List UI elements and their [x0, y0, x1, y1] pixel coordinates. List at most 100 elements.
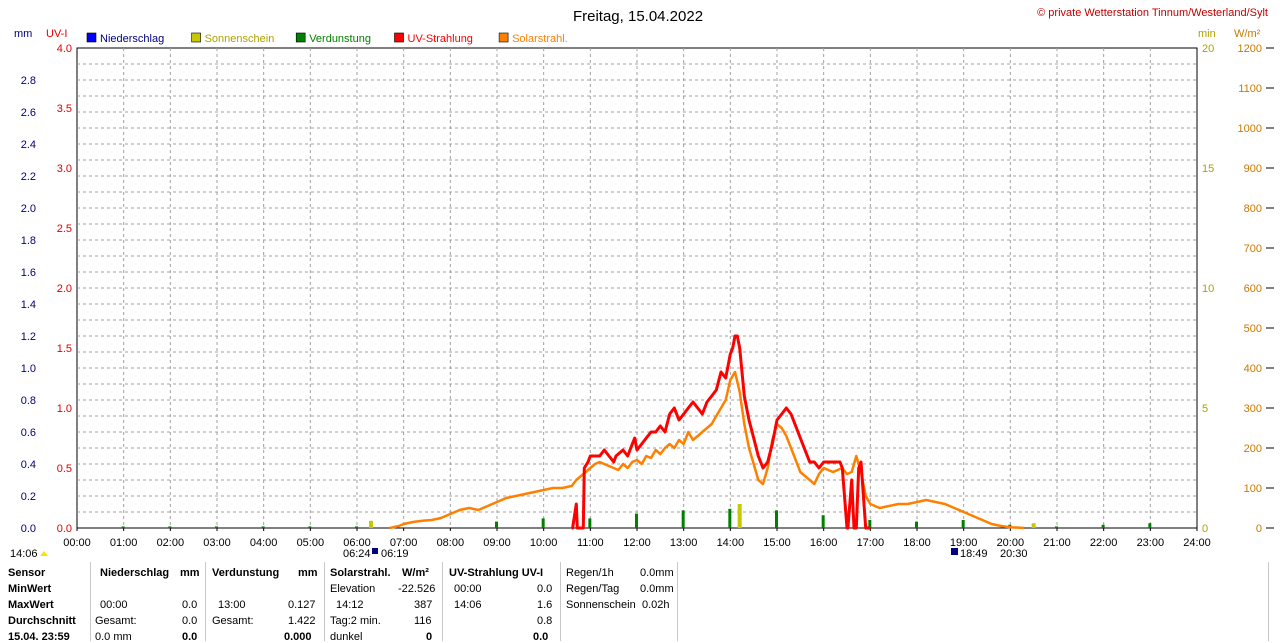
regentag-value: 0.0mm — [640, 583, 674, 595]
x-tick-label: 00:00 — [63, 537, 91, 549]
evaporation-bar — [168, 526, 172, 528]
mm-tick-label: 1.6 — [21, 267, 36, 279]
mm-tick-label: 1.4 — [21, 299, 36, 311]
nieder-day-label: 0.0 mm — [95, 631, 132, 643]
x-tick-label: 18:00 — [903, 537, 931, 549]
legend-label: Solarstrahl. — [512, 33, 568, 45]
evaporation-bar — [821, 515, 825, 528]
legend-swatch — [295, 32, 306, 43]
solar-max-value: 387 — [414, 599, 433, 611]
x-tick-label: 10:00 — [530, 537, 558, 549]
uv-tick-label: 4.0 — [57, 43, 72, 55]
evaporation-bar — [308, 526, 312, 528]
x-tick-label: 23:00 — [1137, 537, 1165, 549]
uv-header: UV-Strahlung UV-I — [449, 567, 544, 579]
mm-tick-label: 0.0 — [21, 523, 36, 535]
nieder-header: Niederschlag — [100, 567, 170, 579]
sunshine-bar — [1031, 523, 1036, 528]
evaporation-bar — [868, 520, 872, 528]
x-tick-label: 16:00 — [810, 537, 838, 549]
mm-tick-label: 0.2 — [21, 491, 36, 503]
sunshine-bar — [369, 520, 373, 528]
x-tick-label: 08:00 — [437, 537, 465, 549]
verd-header: Verdunstung — [212, 567, 280, 579]
uv-tick-label: 3.5 — [57, 103, 72, 115]
solar-day-value: 116 — [414, 615, 432, 627]
wm2-tick-label: 900 — [1244, 163, 1262, 175]
uv-tick-label: 2.5 — [57, 223, 72, 235]
regentag-label: Regen/Tag — [566, 583, 620, 595]
uv-line — [571, 334, 871, 530]
legend: Niederschlag Sonnenschein Verdunstung UV-St… — [86, 32, 568, 45]
uv-day-value: 0.0 — [533, 631, 549, 643]
uv-tick-label: 1.5 — [57, 343, 72, 355]
sonnenschein-value: 0.02h — [642, 599, 670, 611]
row-date: 15.04. 23:59 — [8, 631, 70, 643]
x-tick-label: 19:00 — [950, 537, 978, 549]
mm-tick-label: 2.6 — [21, 107, 36, 119]
nieder-unit: mm — [180, 567, 200, 579]
x-tick-label: 12:00 — [623, 537, 651, 549]
mm-tick-label: 1.2 — [21, 331, 36, 343]
dusk-label: 20:30 — [1000, 548, 1028, 560]
verd-day-value: 0.000 — [284, 631, 312, 643]
x-tick-label: 04:00 — [250, 537, 278, 549]
evaporation-bar — [261, 526, 265, 528]
nieder-max-value: 0.0 — [182, 599, 198, 611]
uv-avg-value: 0.8 — [537, 615, 553, 627]
legend-swatch — [394, 32, 404, 43]
x-tick-label: 01:00 — [110, 537, 138, 549]
uv-tick-label: 3.0 — [57, 163, 72, 175]
copyright-text: © private Wetterstation Tinnum/Westerlan… — [1037, 7, 1268, 19]
legend-swatch — [86, 32, 97, 43]
evaporation-bar — [961, 520, 965, 528]
nieder-total-label: Gesamt: — [95, 615, 137, 627]
left-time-label: 14:06 — [10, 548, 38, 560]
x-tick-label: 20:00 — [997, 537, 1025, 549]
stats-table: Sensor MinWert MaxWert Durchschnitt 15.0… — [0, 562, 1280, 643]
row-max: MaxWert — [8, 599, 54, 611]
nieder-max-time: 00:00 — [100, 599, 128, 611]
verd-max-time: 13:00 — [218, 599, 246, 611]
uv-max-value: 1.6 — [537, 599, 553, 611]
legend-label: UV-Strahlung — [408, 33, 473, 45]
solar-elevation-label: Elevation — [330, 583, 376, 595]
mm-tick-label: 1.8 — [21, 235, 36, 247]
chart-title: Freitag, 15.04.2022 — [573, 8, 703, 25]
x-tick-label: 17:00 — [857, 537, 885, 549]
row-min: MinWert — [8, 583, 52, 595]
sensor-header: Sensor — [8, 567, 46, 579]
axis-unit-mm: mm — [14, 28, 32, 40]
x-tick-label: 06:00 — [343, 537, 371, 549]
x-tick-label: 02:00 — [157, 537, 185, 549]
legend-label: Verdunstung — [309, 33, 371, 45]
uv-min-value: 0.0 — [537, 583, 553, 595]
evaporation-bar — [1148, 523, 1152, 528]
wm2-tick-label: 0 — [1256, 523, 1262, 535]
solar-line — [389, 370, 1025, 530]
solar-header: Solarstrahl. — [330, 567, 391, 579]
x-tick-label: 14:00 — [717, 537, 745, 549]
wm2-tick-label: 500 — [1244, 323, 1262, 335]
mm-tick-label: 2.0 — [21, 203, 36, 215]
verd-max-value: 0.127 — [288, 599, 316, 611]
wm2-tick-label: 1200 — [1238, 43, 1262, 55]
tick-labels: 00:00 01:00 02:00 03:00 04:00 05:00 06:00 07:00… — [21, 43, 1274, 549]
evaporation-bar — [681, 510, 685, 528]
legend-label: Niederschlag — [100, 33, 164, 45]
min-tick-label: 10 — [1202, 283, 1214, 295]
evaporation-bar — [541, 518, 545, 528]
legend-swatch — [498, 32, 509, 43]
axis-unit-uv: UV-I — [46, 28, 67, 40]
min-tick-label: 15 — [1202, 163, 1214, 175]
uv-tick-label: 0.0 — [57, 523, 72, 535]
solar-dark-label: dunkel — [330, 631, 363, 643]
verd-total-value: 1.422 — [288, 615, 316, 627]
min-tick-label: 20 — [1202, 43, 1214, 55]
regen1h-value: 0.0mm — [640, 567, 674, 579]
uv-min-time: 00:00 — [454, 583, 482, 595]
sunset-label: 18:49 — [960, 548, 988, 560]
nieder-total-value: 0.0 — [182, 615, 198, 627]
x-tick-label: 11:00 — [577, 537, 604, 549]
row-avg: Durchschnitt — [8, 615, 76, 627]
